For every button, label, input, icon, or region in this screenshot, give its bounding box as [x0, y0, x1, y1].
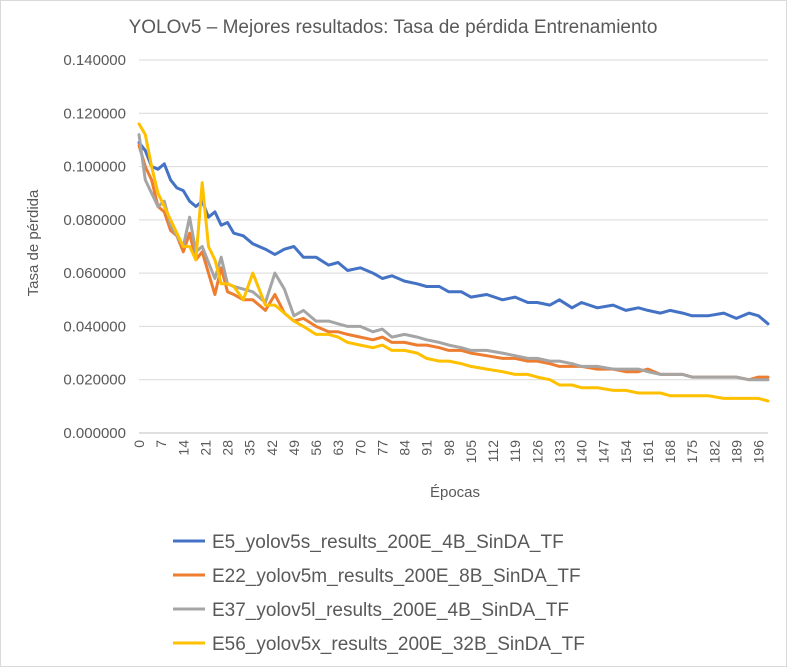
x-axis-label: Épocas	[430, 484, 480, 501]
y-axis-label: Tasa de pérdida	[25, 189, 42, 296]
x-tick-label: 70	[352, 440, 368, 456]
x-tick-label: 161	[640, 440, 656, 464]
x-tick-label: 28	[220, 440, 236, 456]
series-line	[137, 141, 770, 326]
legend: E5_yolov5s_results_200E_4B_SinDA_TF E22_y…	[173, 532, 585, 655]
series-line	[137, 143, 770, 382]
y-tick-label: 0.060000	[63, 265, 126, 282]
x-tick-label: 119	[507, 440, 523, 463]
gridlines	[139, 59, 768, 434]
x-tick-label: 140	[574, 440, 590, 464]
legend-label: E56_yolov5x_results_200E_32B_SinDA_TF	[212, 634, 585, 655]
series-line	[137, 133, 770, 382]
x-tick-label: 175	[684, 440, 700, 464]
y-tick-label: 0.140000	[63, 52, 126, 69]
x-tick-label: 63	[330, 440, 346, 456]
y-tick-label: 0.000000	[63, 425, 126, 442]
x-tick-label: 189	[728, 440, 744, 464]
x-tick-label: 21	[197, 440, 213, 456]
legend-label: E37_yolov5l_results_200E_4B_SinDA_TF	[212, 600, 569, 621]
series-lines	[137, 122, 770, 403]
x-tick-label: 126	[529, 440, 545, 464]
x-tick-label: 0	[131, 440, 147, 448]
x-tick-label: 91	[419, 440, 435, 456]
x-tick-label: 49	[286, 440, 302, 456]
x-tick-label: 154	[618, 440, 634, 464]
chart-title: YOLOv5 – Mejores resultados: Tasa de pér…	[129, 17, 658, 38]
x-tick-label: 147	[596, 440, 612, 464]
x-tick-label: 84	[397, 440, 413, 456]
x-tick-label: 14	[175, 440, 191, 456]
x-tick-label: 35	[242, 440, 258, 456]
x-tick-label: 196	[751, 440, 767, 464]
y-tick-label: 0.080000	[63, 212, 126, 229]
legend-label: E22_yolov5m_results_200E_8B_SinDA_TF	[212, 566, 581, 587]
y-tick-labels: 0.000000 0.020000 0.040000 0.060000 0.080000…	[63, 52, 126, 442]
y-tick-label: 0.100000	[63, 159, 126, 176]
x-tick-label: 168	[662, 440, 678, 464]
legend-label: E5_yolov5s_results_200E_4B_SinDA_TF	[212, 532, 564, 553]
x-tick-label: 105	[463, 440, 479, 464]
x-tick-labels: 0 7 14 21 28 35 42 49 56 63 70 77 84 91 98 105 112 119 126…	[131, 440, 767, 464]
x-tick-label: 98	[441, 440, 457, 456]
x-tick-label: 133	[551, 440, 567, 464]
y-tick-label: 0.040000	[63, 318, 126, 335]
x-tick-label: 56	[308, 440, 324, 456]
x-tick-label: 182	[706, 440, 722, 464]
x-tick-label: 77	[374, 440, 390, 456]
series-line	[137, 122, 770, 403]
x-tick-label: 7	[153, 440, 169, 448]
x-tick-label: 112	[485, 440, 501, 463]
x-tick-label: 42	[264, 440, 280, 456]
y-tick-label: 0.020000	[63, 372, 126, 389]
y-tick-label: 0.120000	[63, 105, 126, 122]
